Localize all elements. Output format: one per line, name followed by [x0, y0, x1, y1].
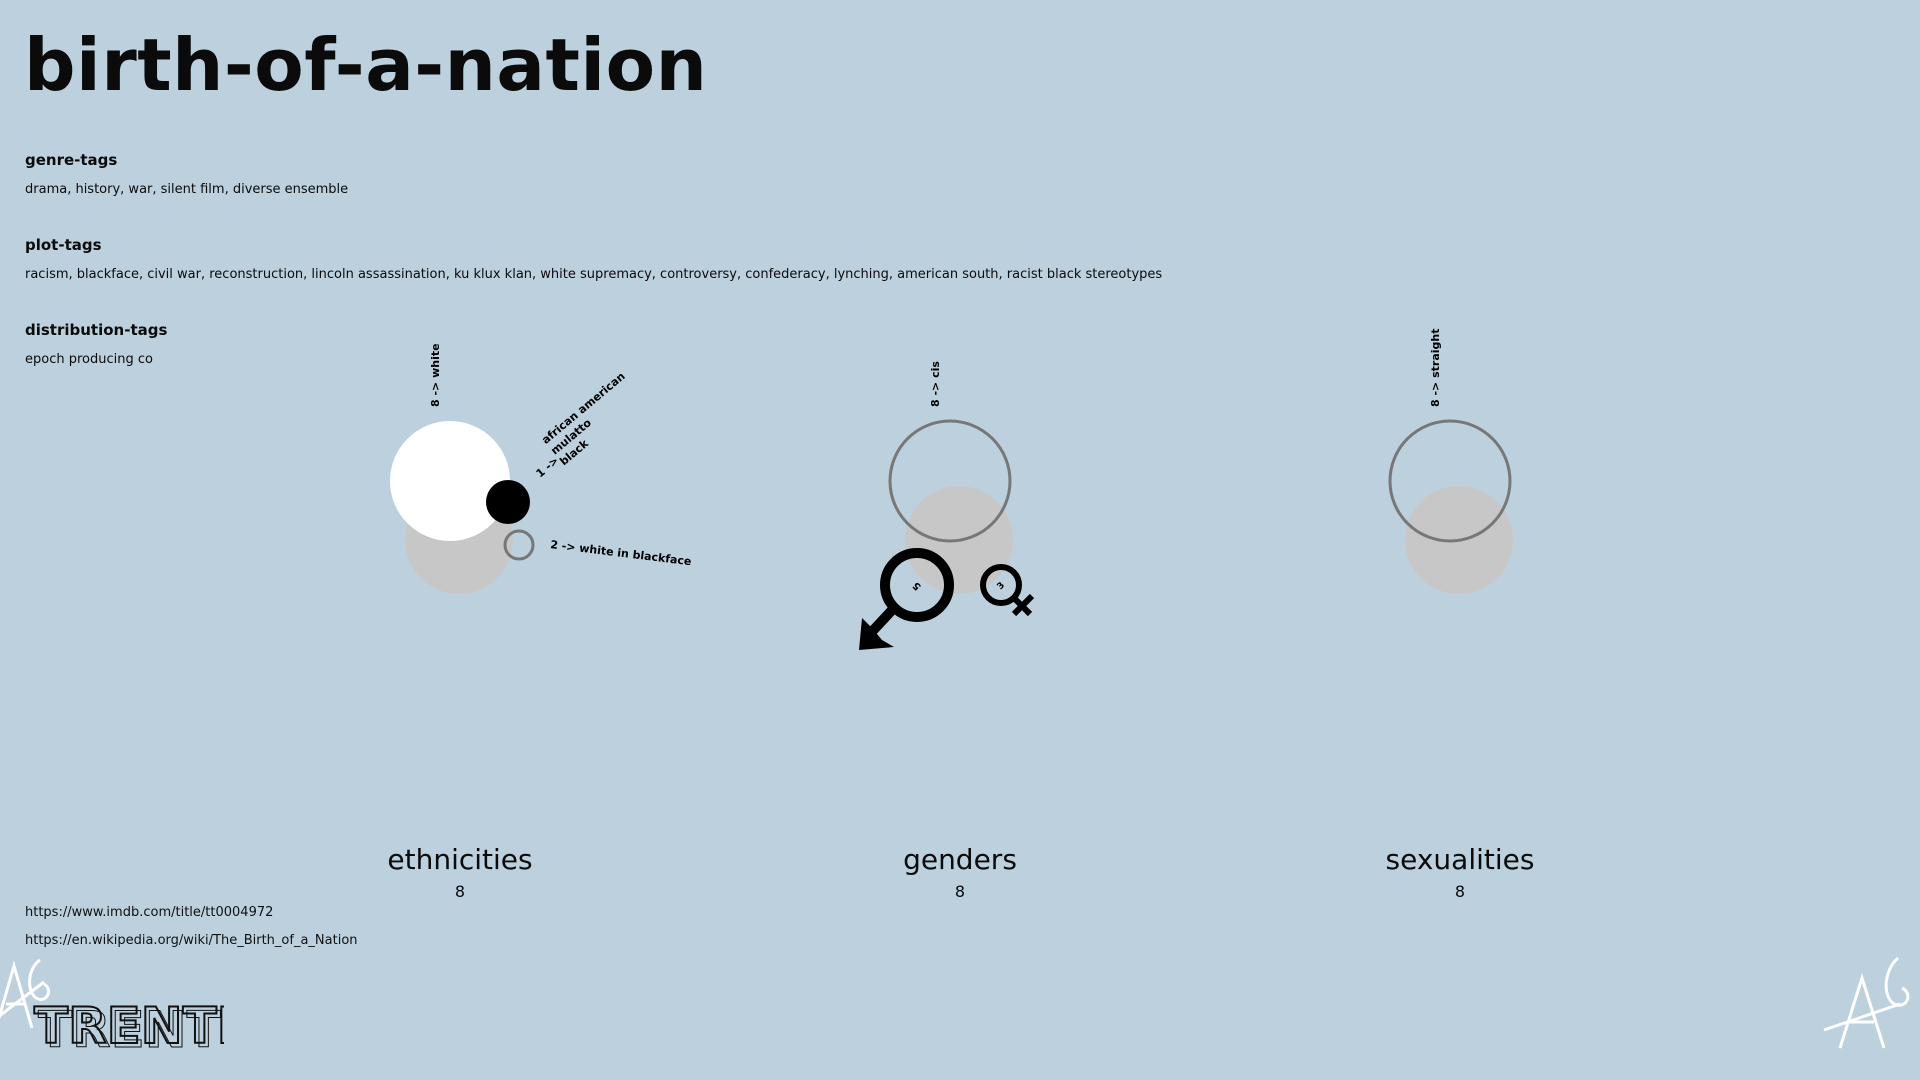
watermark-right [1823, 956, 1910, 1049]
distribution-tags-list: epoch producing co [25, 352, 153, 367]
genre-tags-list: drama, history, war, silent film, divers… [25, 182, 349, 197]
distribution-tags-heading: distribution-tags [25, 321, 168, 339]
logo-text-shadow: TRENTI [38, 1001, 224, 1059]
genders-diagram: 8 -> cis 5 3 [859, 361, 1035, 650]
cis-label: 8 -> cis [929, 361, 942, 407]
plot-tags-list: racism, blackface, civil war, reconstruc… [25, 267, 1163, 282]
sexualities-label: sexualities [1385, 843, 1535, 876]
mixed-label-line-1: african american [539, 370, 627, 447]
mixed-ethnicity-circle [486, 480, 530, 524]
white-label: 8 -> white [429, 343, 442, 407]
logo-text: TRENTI [34, 997, 224, 1055]
watermark-left [0, 958, 50, 1029]
blackface-label: 2 -> white in blackface [550, 538, 692, 568]
page-title: birth-of-a-nation [24, 23, 708, 107]
straight-sexuality-circle [1388, 419, 1512, 543]
genre-tags-heading: genre-tags [25, 151, 118, 169]
male-symbol-icon: 5 [859, 548, 954, 650]
male-count: 5 [911, 579, 924, 592]
ethnicities-count: 8 [454, 882, 466, 901]
ethnicities-label: ethnicities [387, 843, 533, 876]
cis-gender-circle [888, 419, 1012, 543]
genders-label: genders [903, 843, 1017, 876]
sexualities-diagram: 8 -> straight [1388, 329, 1513, 594]
female-count: 3 [996, 581, 1008, 593]
wikipedia-link[interactable]: https://en.wikipedia.org/wiki/The_Birth_… [25, 933, 358, 948]
female-symbol-icon: 3 [980, 564, 1035, 617]
genders-summary: genders 8 [810, 843, 1110, 901]
sexualities-count: 8 [1454, 882, 1466, 901]
ethnicities-diagram: 8 -> white 1 -> african american mulatto… [390, 343, 692, 594]
plot-tags-heading: plot-tags [25, 236, 102, 254]
sexualities-summary: sexualities 8 [1310, 843, 1610, 901]
blackface-circle [503, 529, 535, 561]
imdb-link[interactable]: https://www.imdb.com/title/tt0004972 [25, 905, 274, 920]
genders-count: 8 [954, 882, 966, 901]
straight-label: 8 -> straight [1429, 329, 1442, 407]
ethnicities-summary: ethnicities 8 [310, 843, 610, 901]
logo: TRENTI TRENTI [33, 996, 224, 1060]
white-ethnicity-circle [390, 421, 510, 541]
